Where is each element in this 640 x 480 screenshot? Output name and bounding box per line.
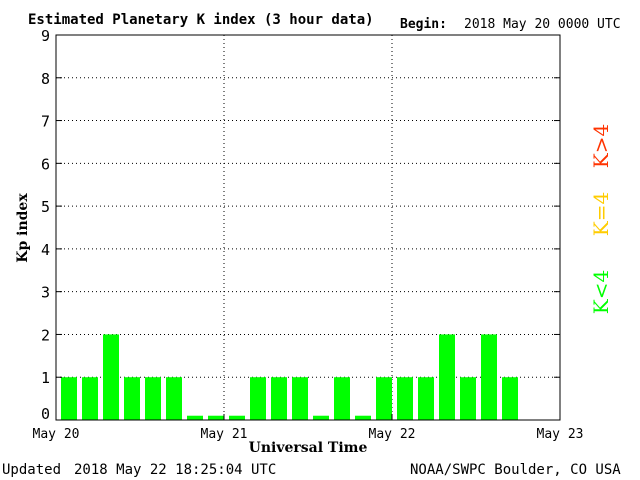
grid-lines [56, 35, 560, 420]
kp-bar [103, 334, 119, 420]
y-tick-label: 3 [41, 284, 50, 302]
x-axis-label: Universal Time [249, 440, 368, 456]
kp-bar [334, 377, 350, 420]
y-tick-label: 2 [41, 326, 50, 344]
y-axis-ticks: 0 1 2 3 4 5 6 7 8 9 [41, 27, 560, 423]
kp-bar [82, 377, 98, 420]
kp-bar [229, 415, 245, 420]
x-tick-label: May 23 [537, 427, 584, 442]
legend-above-4: K>4 [589, 124, 613, 168]
kp-bar [250, 377, 266, 420]
y-tick-label: 9 [41, 27, 50, 45]
kp-bar [397, 377, 413, 420]
legend-below-4: K<4 [589, 270, 613, 314]
kp-bar [439, 334, 455, 420]
kp-bar [355, 415, 371, 420]
y-tick-label: 5 [41, 198, 50, 216]
source-credit: NOAA/SWPC Boulder, CO USA [410, 462, 621, 478]
y-tick-label: 0 [41, 405, 50, 423]
updated-label: Updated [2, 462, 61, 478]
kp-bar [271, 377, 287, 420]
updated-value: 2018 May 22 18:25:04 UTC [74, 462, 276, 478]
x-tick-label: May 20 [33, 427, 80, 442]
kp-bar [145, 377, 161, 420]
plot-frame [55, 34, 561, 421]
kp-bar [61, 377, 77, 420]
kp-bar [502, 377, 518, 420]
x-tick-label: May 22 [369, 427, 416, 442]
kp-bars [61, 334, 518, 420]
kp-bar [208, 415, 224, 420]
kp-bar [124, 377, 140, 420]
chart-title: Estimated Planetary K index (3 hour data… [28, 12, 374, 28]
kp-bar [313, 415, 329, 420]
y-tick-label: 4 [41, 241, 50, 259]
x-tick-label: May 21 [201, 427, 248, 442]
kp-bar [481, 334, 497, 420]
legend-equal-4: K=4 [589, 192, 613, 236]
kp-bar [418, 377, 434, 420]
y-axis-label: Kp index [15, 193, 31, 263]
kp-bar [187, 415, 203, 420]
kp-bar [460, 377, 476, 420]
kp-bar [376, 377, 392, 420]
begin-value: 2018 May 20 0000 UTC [464, 17, 621, 32]
begin-label: Begin: [400, 17, 447, 32]
y-tick-label: 6 [41, 155, 50, 173]
kp-bar [292, 377, 308, 420]
y-tick-label: 7 [41, 113, 50, 131]
y-tick-label: 1 [41, 369, 50, 387]
x-axis-ticks: May 20 May 21 May 22 May 23 [33, 414, 584, 442]
y-tick-label: 8 [41, 70, 50, 88]
kp-bar [166, 377, 182, 420]
